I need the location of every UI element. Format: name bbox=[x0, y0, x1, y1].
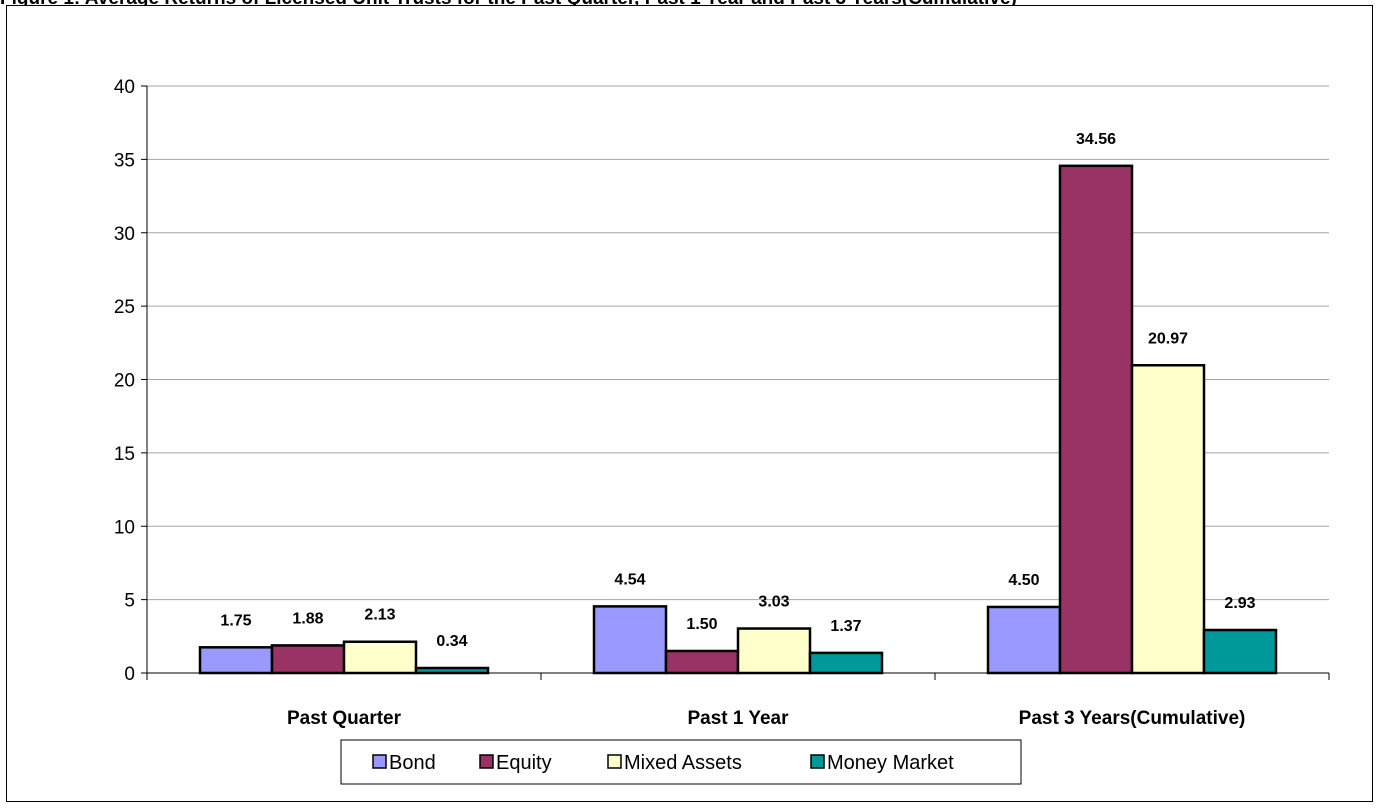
bar-money-market bbox=[414, 666, 490, 675]
bar-equity bbox=[270, 644, 346, 675]
y-tick-label: 20 bbox=[114, 371, 135, 392]
data-label: 3.03 bbox=[758, 594, 789, 611]
bar-bond bbox=[986, 605, 1062, 675]
y-tick-label: 0 bbox=[124, 664, 135, 685]
data-label: 4.50 bbox=[1008, 572, 1039, 589]
legend-swatch bbox=[479, 754, 494, 769]
bar-mixed-assets bbox=[1130, 364, 1206, 675]
x-tick-label: Past 1 Year bbox=[687, 708, 789, 729]
data-label: 1.88 bbox=[292, 610, 323, 627]
x-tick-label: Past 3 Years(Cumulative) bbox=[1019, 708, 1246, 729]
legend-box bbox=[340, 739, 1022, 785]
data-label: 2.93 bbox=[1224, 595, 1255, 612]
data-label: 0.34 bbox=[436, 633, 467, 650]
legend-label: Equity bbox=[496, 752, 552, 774]
legend-swatch bbox=[372, 754, 387, 769]
bars bbox=[198, 164, 1278, 675]
bar-bond bbox=[198, 646, 274, 675]
data-label: 20.97 bbox=[1148, 330, 1188, 347]
bar-equity bbox=[1058, 164, 1134, 675]
y-tick-label: 15 bbox=[114, 444, 135, 465]
bar-money-market bbox=[808, 651, 884, 675]
bar-equity bbox=[664, 649, 740, 675]
bar-money-market bbox=[1202, 628, 1278, 675]
bar-bond bbox=[592, 605, 668, 675]
legend: Bond Equity Mixed Assets Money Market bbox=[340, 739, 1022, 785]
legend-label: Mixed Assets bbox=[624, 752, 742, 774]
y-tick-label: 40 bbox=[114, 77, 135, 98]
data-label: 4.54 bbox=[614, 571, 645, 588]
legend-swatch bbox=[607, 754, 622, 769]
data-label: 34.56 bbox=[1076, 131, 1116, 148]
y-tick-labels: 0 5 10 15 20 25 30 35 40 bbox=[114, 77, 135, 685]
bar-mixed-assets bbox=[736, 627, 812, 675]
bar-chart: 0 5 10 15 20 25 30 35 40 Past Quarter Past 1 Year… bbox=[114, 77, 1330, 785]
data-label: 2.13 bbox=[364, 607, 395, 624]
chart-frame: 0 5 10 15 20 25 30 35 40 Past Quarter Past 1 Year… bbox=[6, 5, 1373, 802]
data-label: 1.37 bbox=[830, 618, 861, 635]
legend-swatch bbox=[810, 754, 825, 769]
legend-label: Money Market bbox=[827, 752, 954, 774]
y-tick-label: 25 bbox=[114, 297, 135, 318]
data-labels: 1.75 1.88 2.13 0.34 4.54 1.50 3.03 1.37 4.50 34.5… bbox=[220, 131, 1255, 650]
y-tick-label: 10 bbox=[114, 517, 135, 538]
y-tick-label: 5 bbox=[124, 591, 135, 612]
y-tick-label: 35 bbox=[114, 150, 135, 171]
x-tick-labels: Past Quarter Past 1 Year Past 3 Years(Cumu… bbox=[287, 708, 1245, 729]
x-tick-label: Past Quarter bbox=[287, 708, 402, 729]
data-label: 1.50 bbox=[686, 616, 717, 633]
figure-caption: Figure 1: Average Returns of Licensed Un… bbox=[0, 0, 1381, 10]
bar-mixed-assets bbox=[342, 640, 418, 675]
data-label: 1.75 bbox=[220, 612, 251, 629]
axes bbox=[141, 85, 1330, 680]
y-tick-label: 30 bbox=[114, 224, 135, 245]
legend-label: Bond bbox=[389, 752, 436, 774]
